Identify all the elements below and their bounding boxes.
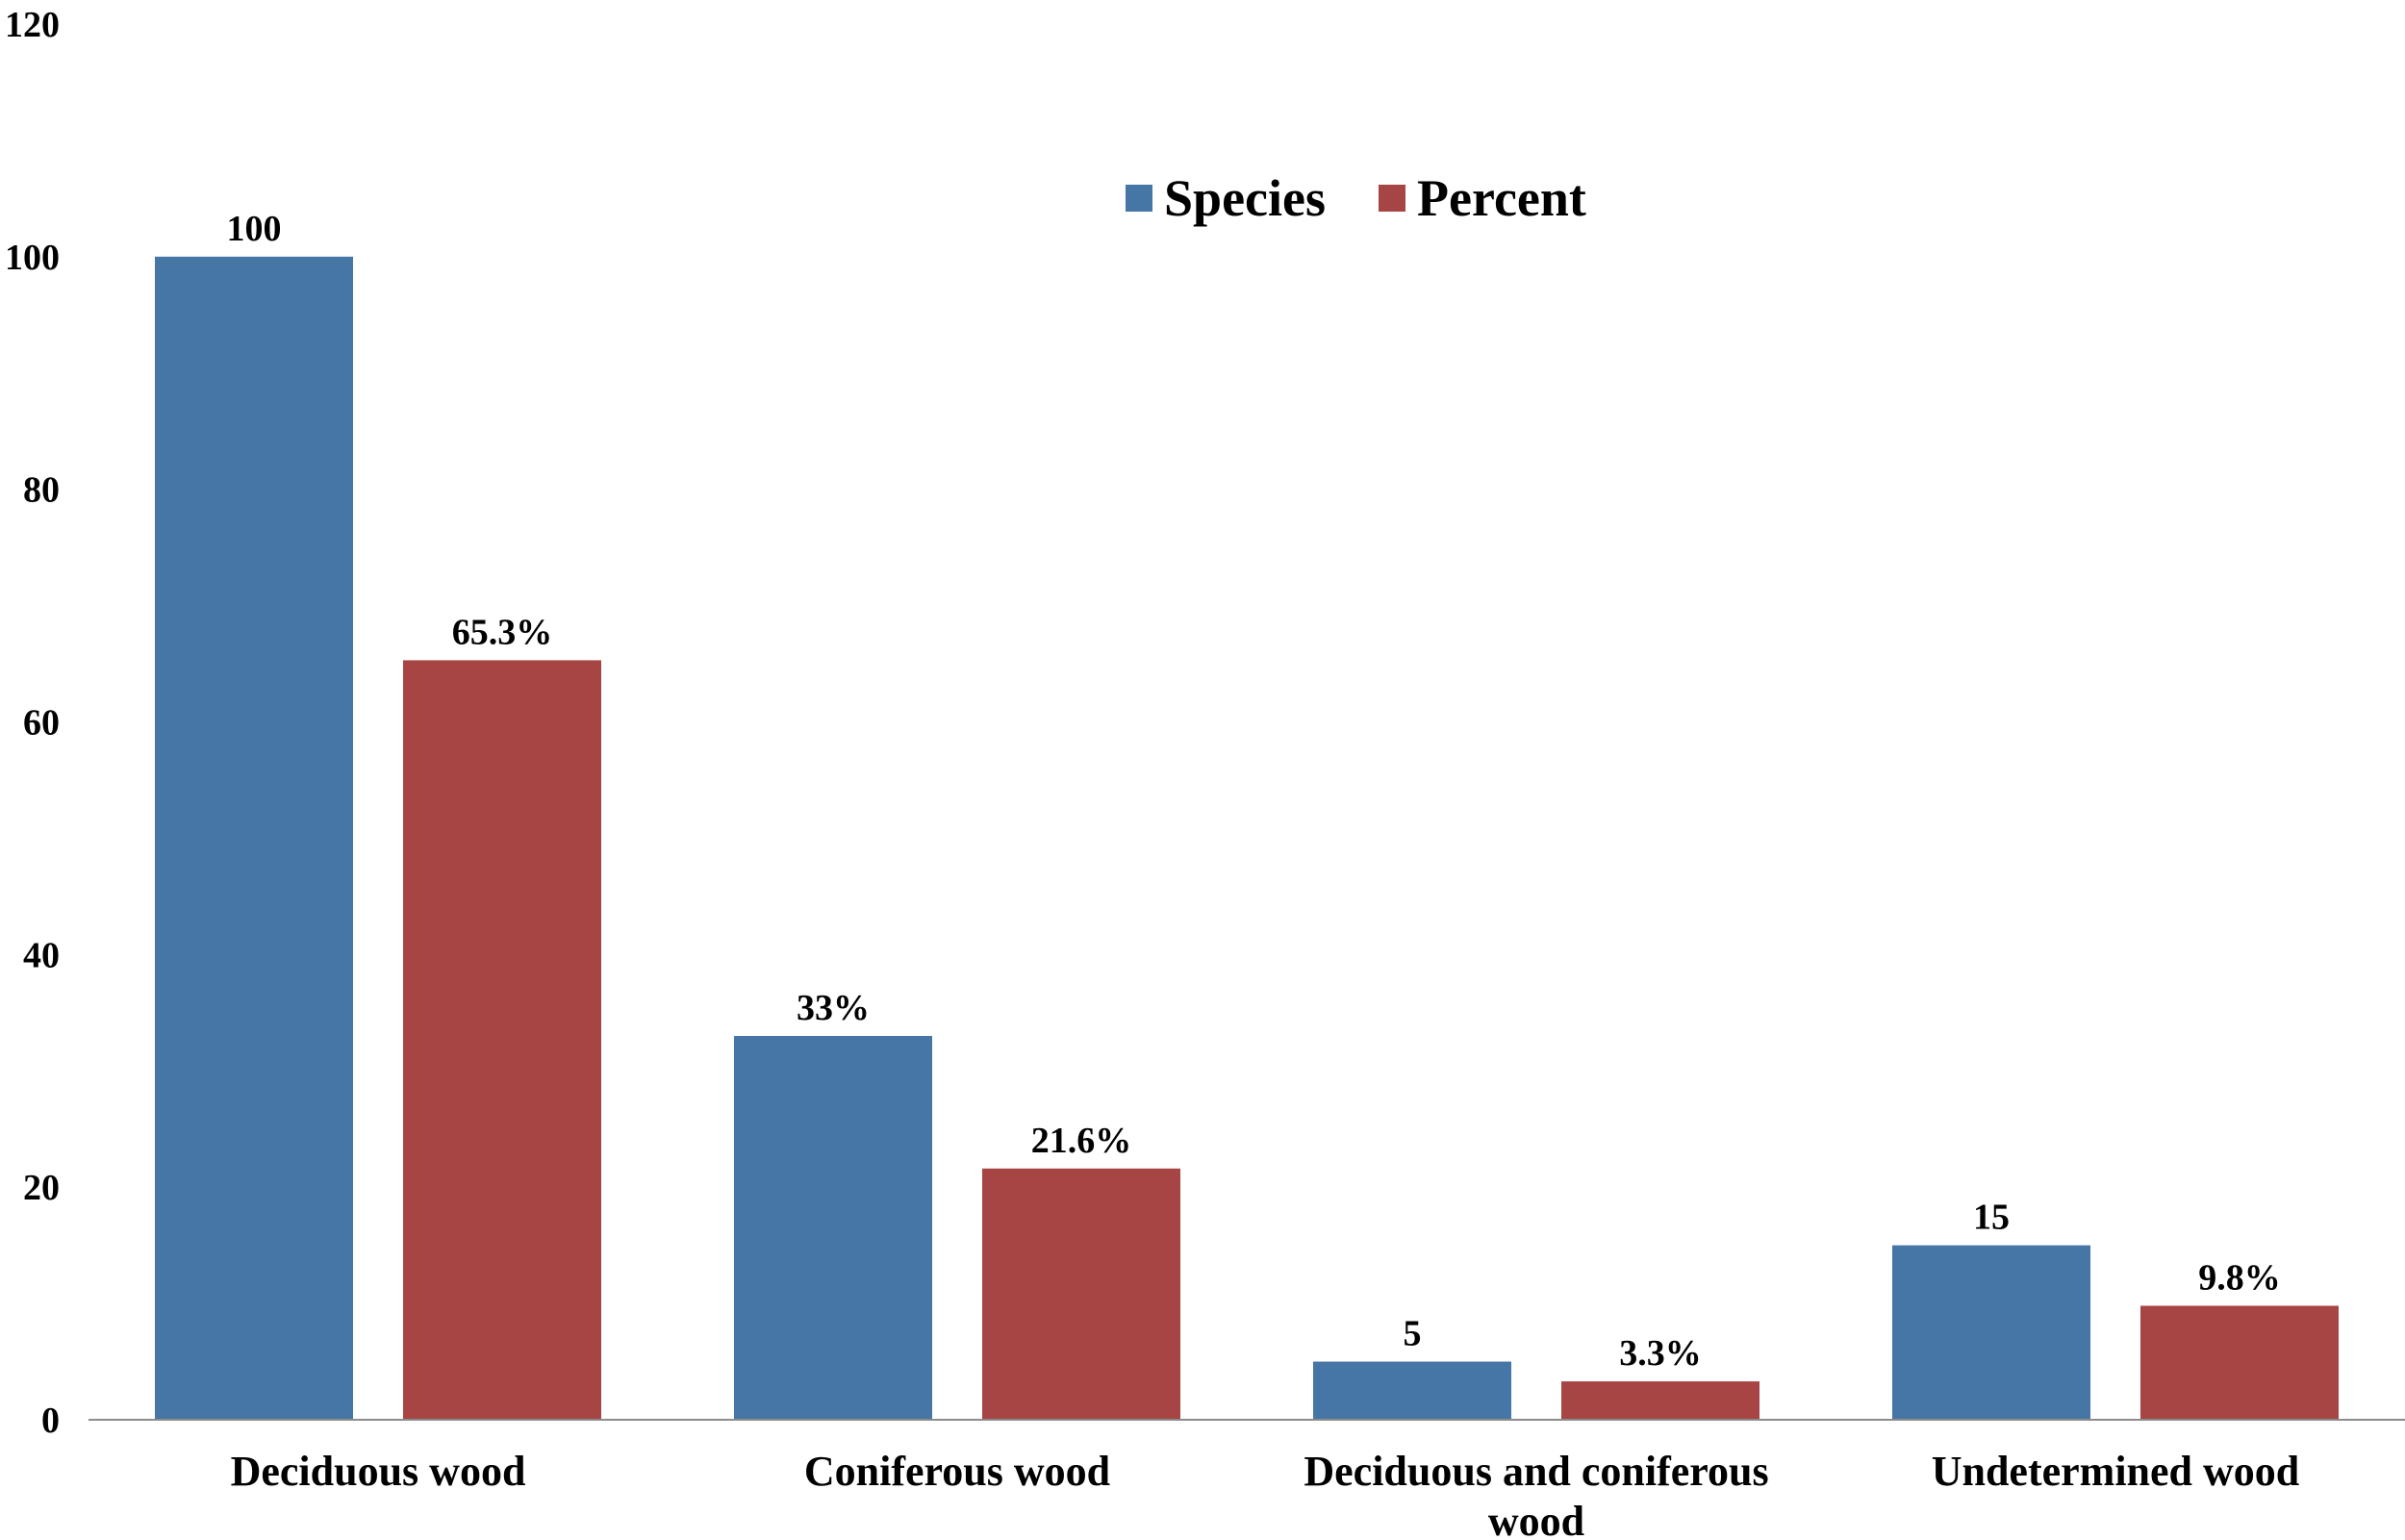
bars — [155, 256, 2339, 1420]
y-tick-label: 80 — [23, 470, 60, 511]
y-tick-label: 20 — [23, 1168, 60, 1208]
data-labels: 100 65.3% 33% 21.6% 5 3.3% 15 9.8% — [227, 209, 2281, 1374]
legend-label-species: Species — [1164, 169, 1326, 227]
y-axis: 0 20 40 60 80 100 120 — [5, 5, 60, 1441]
legend-swatch-percent — [1379, 185, 1405, 212]
x-category-label: Deciduous and coniferous wood — [1304, 1448, 1768, 1540]
data-label: 100 — [227, 209, 282, 249]
data-label: 15 — [1973, 1198, 2010, 1238]
y-tick-label: 100 — [5, 238, 60, 278]
bar-percent-2 — [982, 1168, 1180, 1420]
legend-label-percent: Percent — [1417, 169, 1586, 227]
y-tick-label: 40 — [23, 935, 60, 975]
y-tick-label: 0 — [41, 1401, 60, 1441]
x-category-label: Coniferous wood — [804, 1448, 1110, 1495]
bar-percent-4 — [2140, 1305, 2339, 1420]
y-tick-label: 60 — [23, 703, 60, 744]
data-label: 21.6% — [1031, 1121, 1132, 1161]
y-tick-label: 120 — [5, 5, 60, 45]
x-category-label: Undetermined wood — [1932, 1448, 2300, 1495]
data-label: 33% — [797, 988, 870, 1028]
legend-swatch-species — [1126, 185, 1152, 212]
data-label: 65.3% — [452, 612, 553, 652]
data-label: 9.8% — [2198, 1258, 2281, 1299]
bar-species-2 — [734, 1035, 932, 1420]
data-label: 5 — [1404, 1314, 1422, 1354]
bar-percent-3 — [1561, 1381, 1759, 1420]
bar-species-4 — [1892, 1245, 2090, 1420]
bar-species-3 — [1313, 1361, 1511, 1420]
x-category-label: Deciduous wood — [231, 1448, 526, 1495]
bar-species-1 — [155, 256, 353, 1420]
data-label: 3.3% — [1619, 1333, 1702, 1374]
x-axis: Deciduous wood Coniferous wood Deciduous a… — [89, 1419, 2405, 1540]
bar-percent-1 — [403, 660, 601, 1420]
legend: Species Percent — [1126, 169, 1586, 227]
